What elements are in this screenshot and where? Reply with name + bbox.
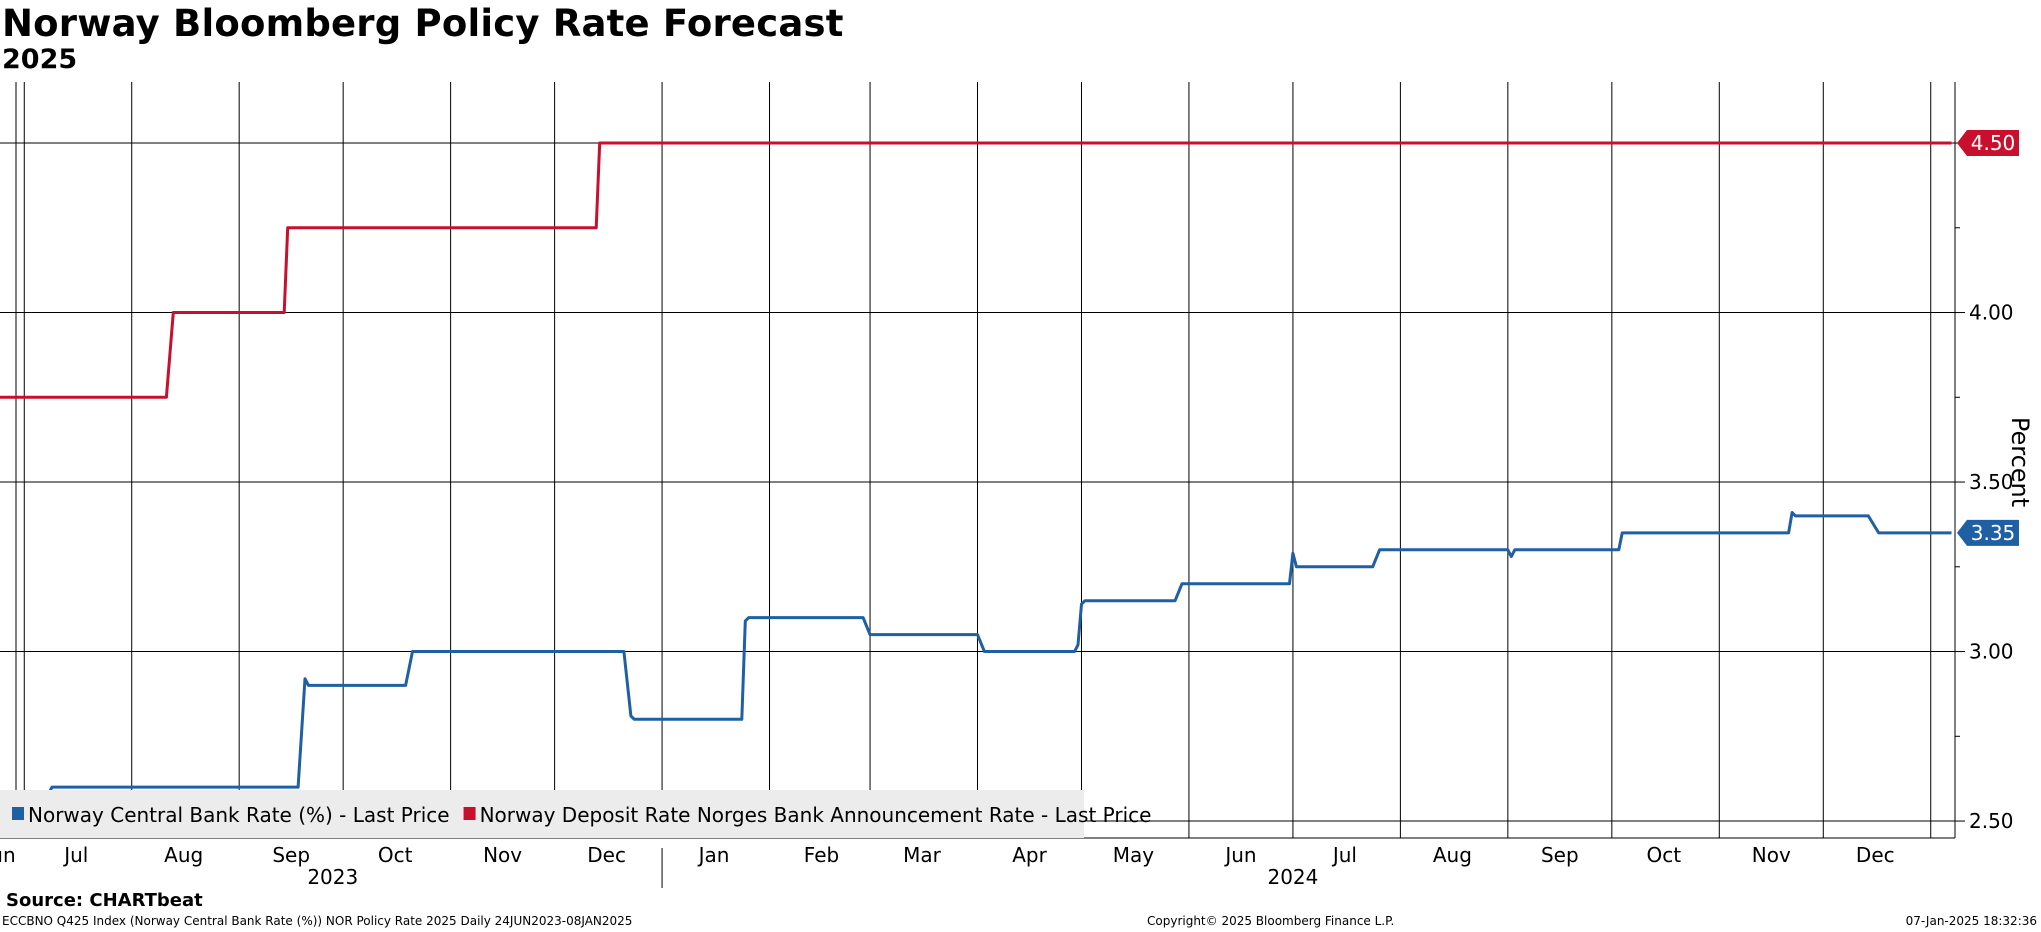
y-tick-label: 3.50 [1969, 470, 2014, 494]
series-line-2 [0, 141, 1952, 399]
x-tick-label: Nov [1752, 843, 1791, 867]
y-axis-label: Percent [2006, 417, 2034, 507]
legend-entry-2: Norway Deposit Rate Norges Bank Announce… [480, 803, 1152, 827]
last-value-badge [1957, 130, 2019, 157]
series-layer [0, 141, 1952, 795]
legend-swatch-1 [12, 807, 24, 820]
x-tick-label: May [1113, 843, 1155, 867]
x-tick-label: Jul [1331, 843, 1357, 867]
x-tick-label: Sep [272, 843, 310, 867]
footer-index-info: ECCBNO Q425 Index (Norway Central Bank R… [2, 914, 633, 928]
axis-layer: 2.50 3.00 3.50 4.00 4.50 Percent Jun Jul Aug Sep O… [0, 82, 2034, 889]
x-tick-label: Jun [1223, 843, 1256, 867]
x-tick-label: Oct [1647, 843, 1682, 867]
y-tick-label: 2.50 [1969, 809, 2014, 833]
x-tick-label: Mar [903, 843, 942, 867]
source-note: Source: CHARTbeat [6, 890, 203, 911]
x-tick-label: Oct [378, 843, 413, 867]
last-value-label: 4.50 [1971, 131, 2016, 155]
x-tick-label: Apr [1012, 843, 1047, 867]
x-tick-label: Dec [587, 843, 626, 867]
legend-swatch-2 [463, 807, 476, 820]
x-tick-label: Jul [62, 843, 88, 867]
chart-title: Norway Bloomberg Policy Rate Forecast [2, 2, 844, 45]
chart-subtitle: 2025 [2, 44, 78, 75]
grid-layer [0, 82, 1955, 838]
x-tick-label: Aug [1433, 843, 1472, 867]
last-value-tag-2: 4.50 [1957, 130, 2019, 157]
last-value-label: 3.35 [1971, 521, 2016, 545]
x-tick-label: Jan [697, 843, 730, 867]
footer-copyright: Copyright© 2025 Bloomberg Finance L.P. [1147, 914, 1395, 928]
legend-entry-1: Norway Central Bank Rate (%) - Last Pric… [28, 803, 450, 827]
last-value-tag-1: 3.35 [1957, 519, 2019, 546]
legend-background [0, 790, 1084, 838]
x-tick-label: Aug [164, 843, 203, 867]
last-value-badge [1957, 519, 2019, 546]
y-tick-label: 4.00 [1969, 301, 2014, 325]
x-tick-label: Dec [1856, 843, 1895, 867]
y-tick-label: 3.00 [1969, 640, 2014, 664]
x-tick-label: Sep [1541, 843, 1579, 867]
footer-timestamp: 07-Jan-2025 18:32:36 [1905, 914, 2037, 928]
x-tick-label: Feb [804, 843, 839, 867]
year-label: 2024 [1267, 865, 1318, 889]
series-line-1 [47, 511, 1952, 795]
year-label: 2023 [307, 865, 358, 889]
x-tick-label: Nov [483, 843, 522, 867]
legend: Norway Central Bank Rate (%) - Last Pric… [0, 790, 1151, 838]
x-tick-label: Jun [0, 843, 16, 867]
